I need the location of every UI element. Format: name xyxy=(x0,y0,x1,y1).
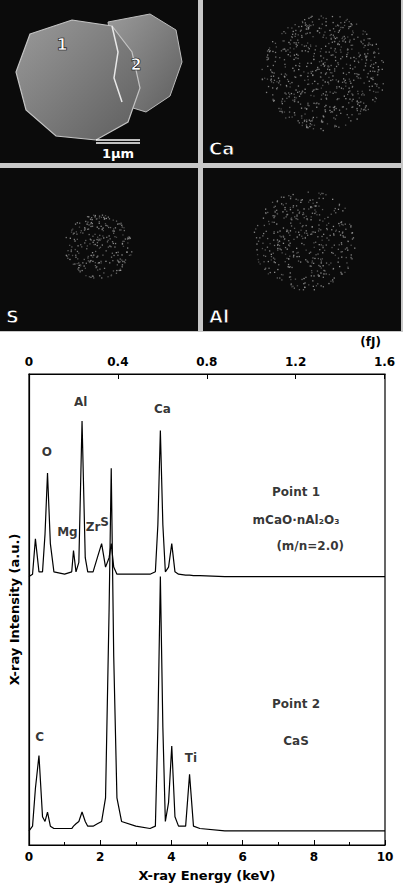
svg-text:0: 0 xyxy=(25,355,33,369)
svg-text:0.8: 0.8 xyxy=(196,355,217,369)
svg-text:S: S xyxy=(6,306,19,327)
svg-text:1.6: 1.6 xyxy=(374,355,395,369)
svg-text:2: 2 xyxy=(96,850,104,864)
svg-text:4: 4 xyxy=(167,850,175,864)
svg-text:Mg: Mg xyxy=(57,525,78,539)
svg-text:mCaO·nAl₂O₃: mCaO·nAl₂O₃ xyxy=(253,513,340,527)
svg-text:X-ray Energy (keV): X-ray Energy (keV) xyxy=(139,868,276,883)
svg-text:Al: Al xyxy=(74,395,87,409)
svg-text:Al: Al xyxy=(209,306,229,327)
svg-text:0.4: 0.4 xyxy=(107,355,128,369)
svg-text:(fJ): (fJ) xyxy=(360,335,381,349)
svg-text:0: 0 xyxy=(25,850,33,864)
svg-text:10: 10 xyxy=(377,850,394,864)
svg-text:CaS: CaS xyxy=(283,734,309,748)
svg-text:(m/n=2.0): (m/n=2.0) xyxy=(276,539,344,553)
svg-text:O: O xyxy=(42,445,52,459)
svg-text:2: 2 xyxy=(130,55,141,74)
svg-text:Ca: Ca xyxy=(209,138,234,159)
svg-text:Point 1: Point 1 xyxy=(272,485,320,499)
svg-text:Ca: Ca xyxy=(154,402,171,416)
svg-text:X-ray Intensity (a.u.): X-ray Intensity (a.u.) xyxy=(7,534,22,686)
svg-text:C: C xyxy=(35,730,44,744)
svg-text:1.2: 1.2 xyxy=(285,355,306,369)
svg-text:Ti: Ti xyxy=(185,751,197,765)
svg-text:Point 2: Point 2 xyxy=(272,697,320,711)
svg-text:S: S xyxy=(100,515,109,529)
svg-text:Zr: Zr xyxy=(86,520,101,534)
svg-text:6: 6 xyxy=(238,850,246,864)
svg-text:1: 1 xyxy=(56,35,67,54)
svg-text:1μm: 1μm xyxy=(102,146,134,161)
svg-text:8: 8 xyxy=(310,850,318,864)
